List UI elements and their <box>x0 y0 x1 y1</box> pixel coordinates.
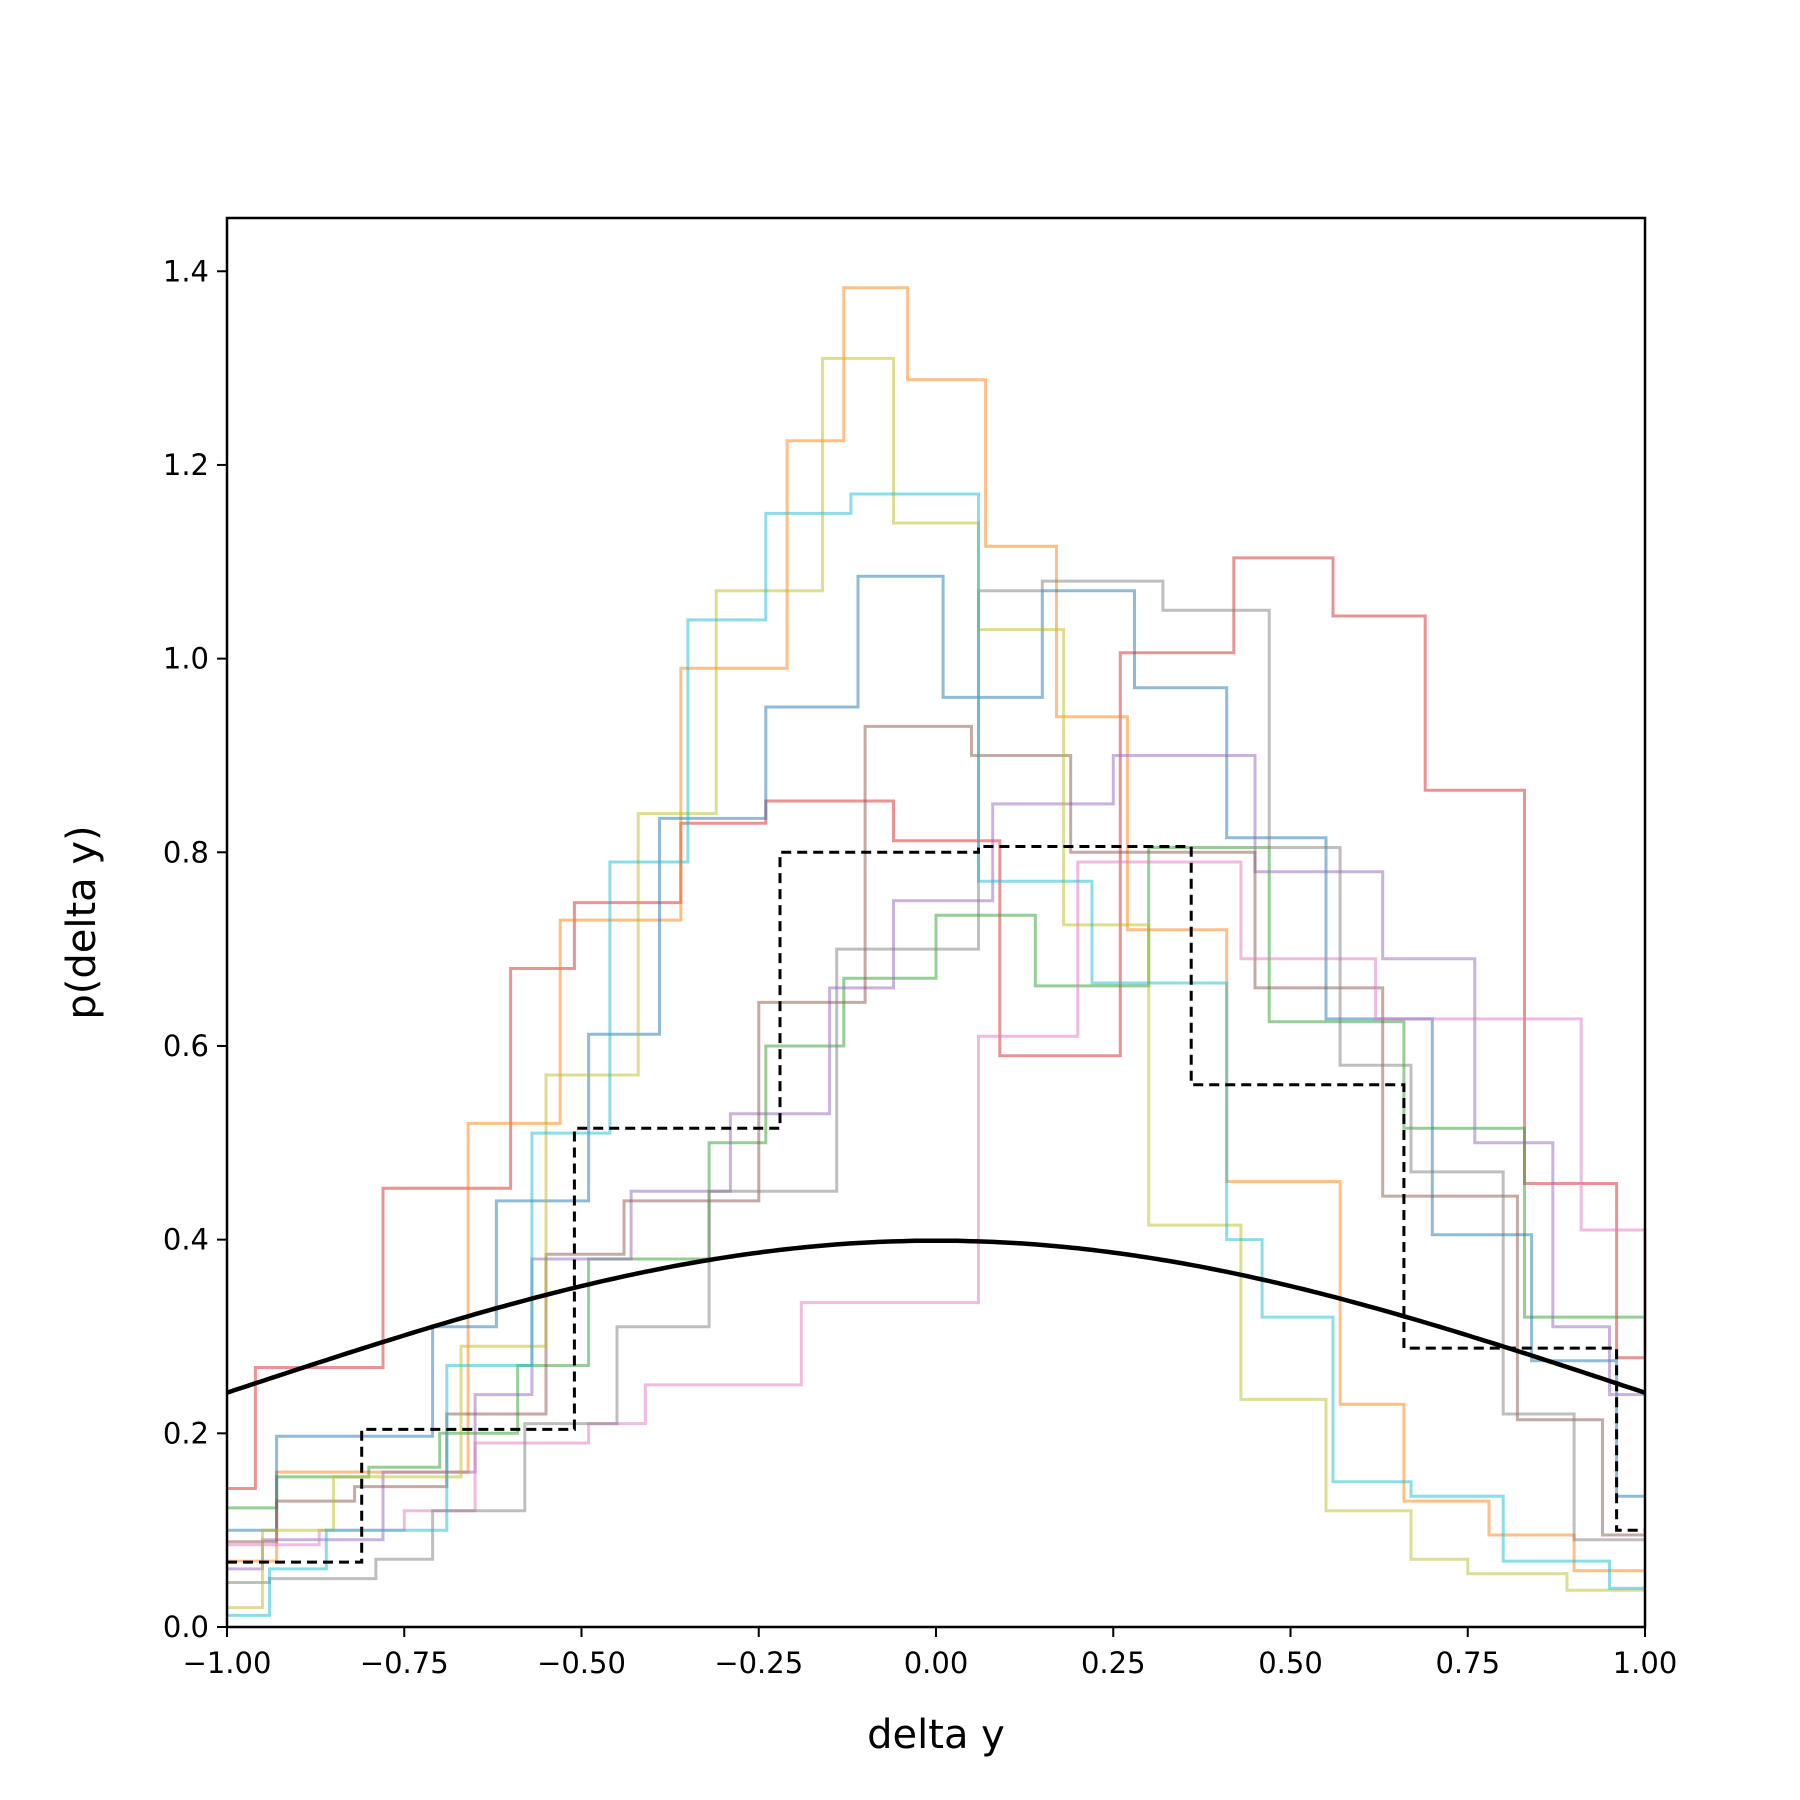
x-tick-label: 0.50 <box>1258 1646 1323 1680</box>
y-tick-label: 0.2 <box>163 1416 209 1450</box>
x-axis-ticks: −1.00 −0.75 −0.50 −0.25 0.00 0.25 0.50 0.75 1.00 <box>183 1627 1678 1680</box>
y-tick-label: 0.6 <box>163 1029 209 1063</box>
y-tick-label: 1.2 <box>163 448 209 482</box>
y-axis-ticks: 0.0 0.2 0.4 0.6 0.8 1.0 1.2 1.4 <box>163 254 227 1644</box>
histogram-series-layer <box>227 286 1647 1617</box>
x-tick-label: 1.00 <box>1613 1646 1678 1680</box>
histogram-series-10 <box>227 492 1645 1617</box>
histogram-series-4 <box>227 574 1645 1532</box>
y-tick-label: 1.0 <box>163 642 209 676</box>
y-axis-label: p(delta y) <box>59 825 105 1019</box>
x-tick-label: −0.50 <box>537 1646 626 1680</box>
histogram-series-1 <box>227 556 1645 1490</box>
x-tick-label: −1.00 <box>183 1646 272 1680</box>
reference-layer <box>226 845 1646 1564</box>
histogram-series-9 <box>227 356 1645 1610</box>
y-tick-label: 1.4 <box>163 254 209 288</box>
x-tick-label: 0.00 <box>904 1646 969 1680</box>
y-tick-label: 0.8 <box>163 835 209 869</box>
x-tick-label: 0.75 <box>1435 1646 1500 1680</box>
y-tick-label: 0.4 <box>163 1223 209 1257</box>
histogram-series-7 <box>227 860 1647 1547</box>
x-tick-label: −0.25 <box>714 1646 803 1680</box>
histogram-series-2 <box>227 286 1645 1573</box>
histogram-series-6 <box>227 724 1645 1544</box>
histogram-series-3 <box>227 846 1645 1510</box>
x-tick-label: 0.25 <box>1081 1646 1146 1680</box>
x-tick-label: −0.75 <box>360 1646 449 1680</box>
y-tick-label: 0.0 <box>163 1610 209 1644</box>
x-axis-label: delta y <box>867 1712 1005 1758</box>
normal-pdf-curve <box>226 1238 1646 1395</box>
